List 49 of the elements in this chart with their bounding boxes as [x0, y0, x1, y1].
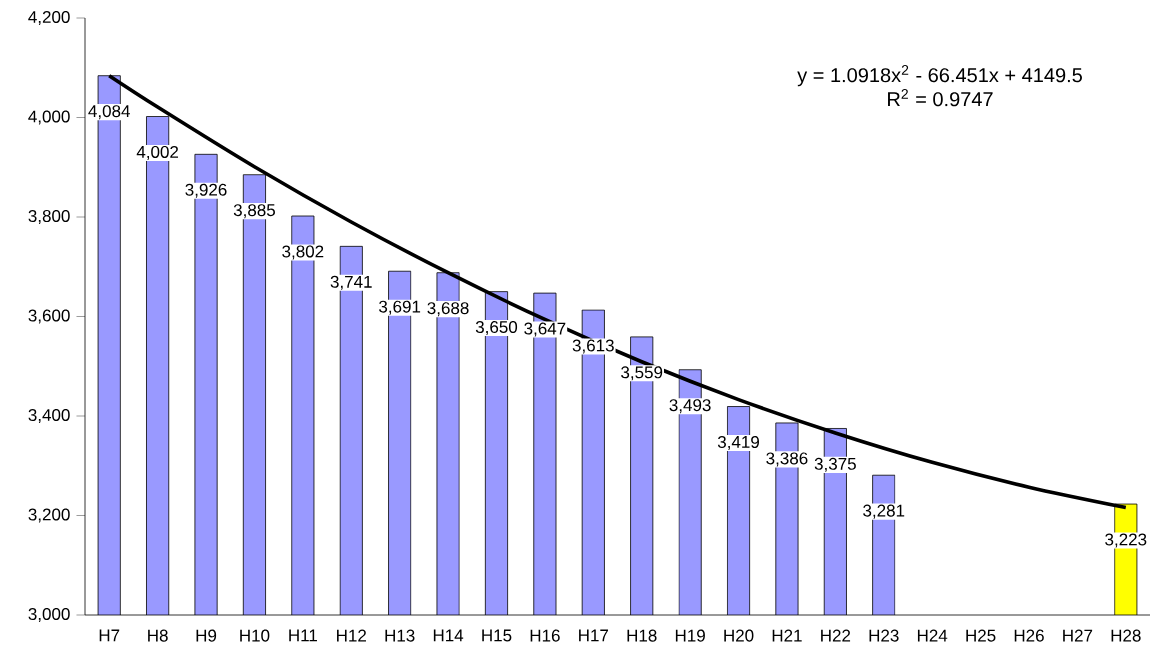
- x-tick-label: H22: [821, 629, 851, 642]
- x-tick-label: H23: [869, 629, 899, 642]
- y-tick-label: 3,800: [28, 209, 70, 225]
- annotation: R$^{2}$ = 0.9747: [888, 89, 993, 107]
- y-tick-label: 3,000: [28, 607, 70, 623]
- data-label: 3,559: [621, 366, 663, 381]
- x-tick-label: H13: [385, 629, 415, 642]
- x-tick-label: H7: [99, 629, 120, 642]
- y-tick-label: 3,600: [28, 309, 70, 324]
- data-label: 3,691: [379, 300, 421, 315]
- x-tick-label: H16: [530, 629, 560, 642]
- annotation: y = 1.0918x$^{2}$ - 66.451x + 4149.5: [797, 65, 1082, 87]
- x-tick-label: H25: [966, 629, 996, 642]
- x-tick-label: H21: [772, 629, 802, 642]
- data-label: 3,802: [282, 245, 324, 260]
- x-tick-label: H12: [337, 629, 366, 642]
- data-label: 3,281: [863, 504, 905, 519]
- x-tick-label: H26: [1014, 629, 1044, 642]
- data-label: 3,375: [814, 457, 856, 472]
- data-label: 3,926: [185, 183, 227, 198]
- x-tick-label: H10: [240, 629, 270, 642]
- data-label: 3,885: [233, 204, 275, 219]
- x-tick-label: H28: [1111, 629, 1141, 642]
- x-tick-label: H20: [724, 629, 754, 642]
- y-tick-label: 3,200: [28, 508, 70, 523]
- data-label: 3,650: [475, 321, 518, 336]
- data-label: 3,741: [330, 275, 372, 290]
- x-tick-label: H14: [433, 629, 464, 642]
- data-label: 4,084: [88, 105, 130, 120]
- y-tick-label: 4,200: [28, 10, 70, 26]
- x-tick-label: H19: [675, 629, 705, 642]
- data-label: 3,223: [1105, 533, 1147, 548]
- data-label: 3,419: [717, 435, 759, 450]
- y-tick-label: 4,000: [28, 110, 70, 125]
- data-label: 3,386: [766, 452, 808, 467]
- x-tick-label: H15: [482, 629, 512, 642]
- x-tick-label: H18: [627, 629, 657, 642]
- y-tick-label: 3,400: [28, 408, 70, 424]
- data-label: 3,613: [572, 339, 614, 354]
- data-label: 4,002: [136, 145, 179, 160]
- x-tick-label: H8: [148, 629, 168, 642]
- data-label: 3,493: [669, 399, 711, 414]
- x-tick-label: H9: [196, 629, 217, 642]
- x-tick-label: H27: [1063, 629, 1093, 642]
- x-tick-label: H11: [289, 629, 317, 642]
- x-tick-label: H24: [917, 629, 948, 642]
- data-label: 3,647: [524, 322, 566, 337]
- data-label: 3,688: [427, 302, 469, 317]
- x-tick-label: H17: [579, 629, 609, 642]
